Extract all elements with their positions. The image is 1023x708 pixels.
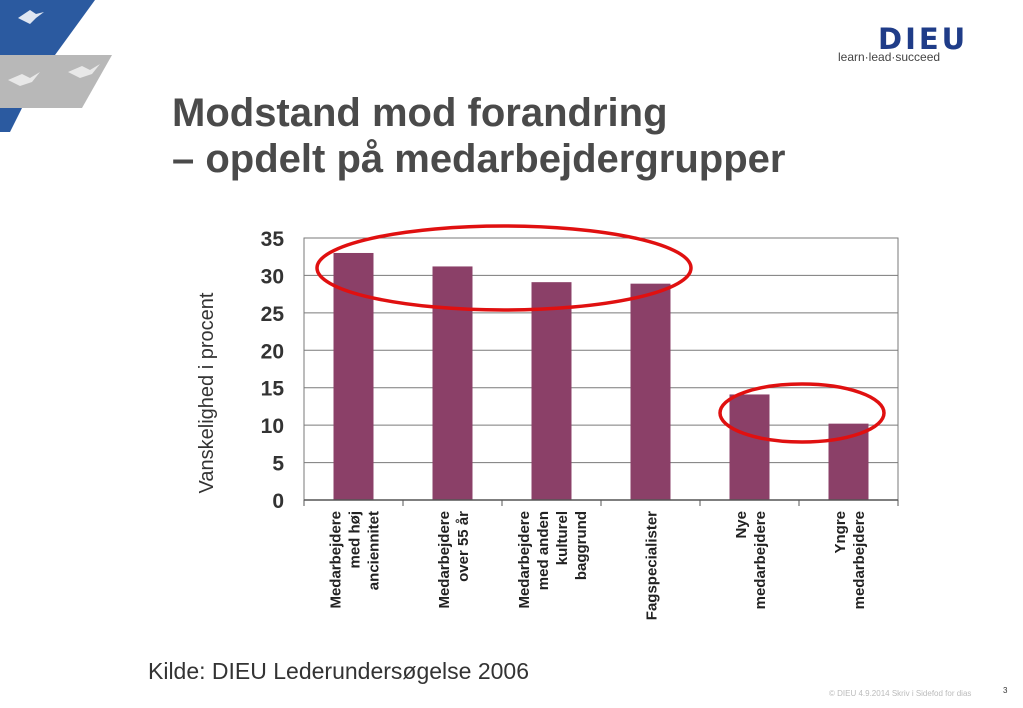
category-label: Medarbejdere med anden kulturel baggrund [516, 511, 590, 609]
highlight-ellipses [315, 224, 886, 444]
bar [432, 266, 473, 500]
x-category-labels: Medarbejdere med høj anciennitet Medarbejde… [328, 511, 869, 620]
bar [828, 423, 869, 500]
title-line-2: – opdelt på medarbejdergrupper [172, 137, 786, 181]
bird-icon [68, 64, 100, 78]
category-label-line: med høj [347, 511, 364, 569]
y-tick-label: 35 [261, 228, 285, 251]
category-label-line: Medarbejdere [436, 511, 453, 609]
category-label-line: medarbejdere [752, 511, 769, 609]
category-label: Nye medarbejdere [733, 511, 769, 609]
category-label: Yngre medarbejdere [832, 511, 868, 609]
category-label-line: anciennitet [366, 511, 383, 590]
category-label-line: baggrund [573, 511, 590, 580]
category-label: Fagspecialister [644, 511, 661, 620]
category-label-line: med anden [535, 511, 552, 590]
y-tick-labels: 0 5 10 15 20 25 30 35 [261, 228, 285, 513]
y-tick-label: 30 [261, 265, 284, 288]
bird-icon [8, 72, 40, 86]
category-label-line: Yngre [832, 511, 849, 554]
bar [531, 282, 572, 500]
plot-frame [303, 237, 899, 501]
y-tick-label: 10 [261, 415, 284, 438]
page-number: 3 [1003, 686, 1008, 695]
category-label-line: Nye [733, 511, 750, 539]
category-label: Medarbejdere med høj anciennitet [328, 511, 383, 609]
source-note: Kilde: DIEU Lederundersøgelse 2006 [148, 658, 530, 684]
category-label-line: over 55 år [455, 511, 472, 582]
slide-title: Modstand mod forandring – opdelt på meda… [172, 90, 785, 182]
bar [630, 283, 671, 500]
logo-tagline: learn·lead·succeed [838, 50, 941, 64]
category-label: Medarbejdere over 55 år [436, 511, 472, 609]
category-label-line: kulturel [554, 511, 571, 565]
y-tick-label: 15 [261, 378, 285, 401]
category-label-line: medarbejdere [851, 511, 868, 609]
bars [333, 252, 869, 500]
category-label-line: Medarbejdere [328, 511, 345, 609]
grid-lines [304, 237, 898, 464]
highlight-ellipse-young-groups [718, 382, 886, 444]
bar [729, 394, 770, 500]
y-tick-label: 5 [272, 453, 284, 476]
y-tick-label: 0 [272, 490, 284, 513]
footer-text: © DIEU 4.9.2014 Skriv i Sidefod for dias [829, 689, 972, 698]
axes [303, 237, 899, 506]
y-axis-label: Vanskelighed i procent [196, 292, 218, 493]
logo-text: DIEU [878, 22, 969, 56]
highlight-ellipse-top-groups [315, 224, 693, 312]
category-label-line: Medarbejdere [516, 511, 533, 609]
y-tick-label: 20 [261, 340, 284, 363]
corner-decoration [0, 0, 112, 132]
y-tick-label: 25 [261, 303, 285, 326]
bird-icon [18, 10, 44, 24]
category-label-line: Fagspecialister [644, 511, 661, 620]
title-line-1: Modstand mod forandring [172, 91, 668, 135]
